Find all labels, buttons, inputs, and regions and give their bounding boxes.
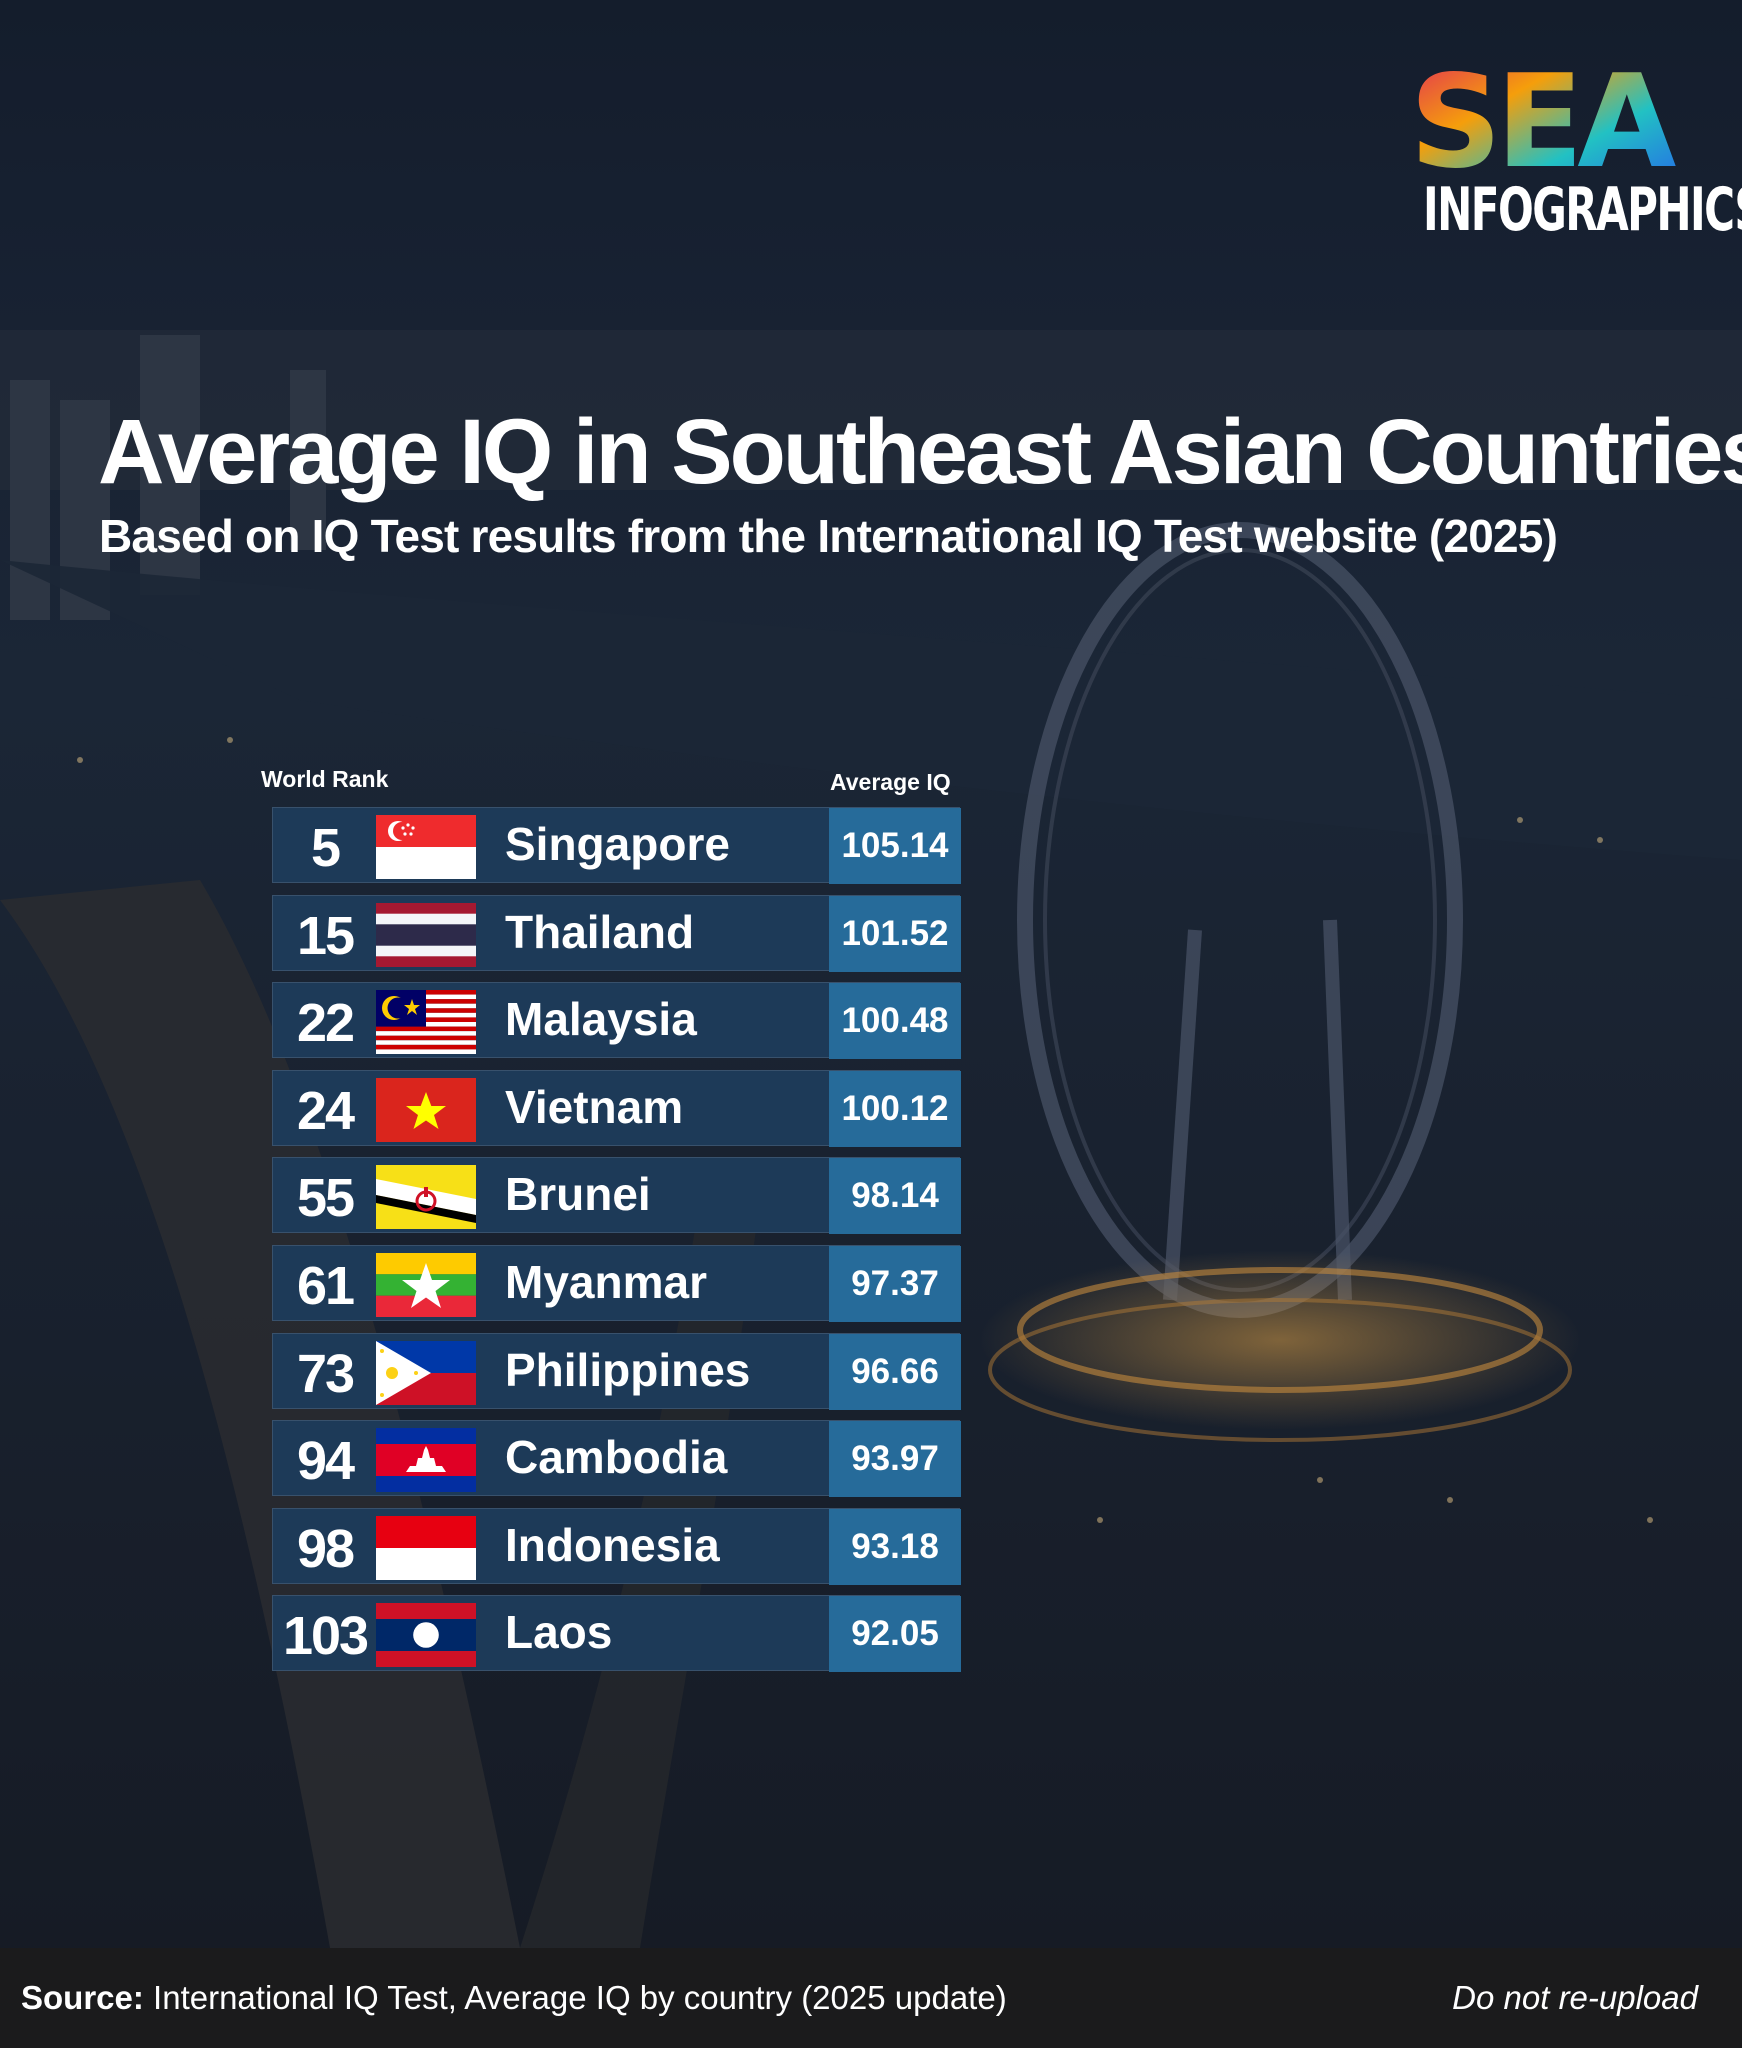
- malaysia-flag-icon: [376, 990, 476, 1055]
- country-name: Singapore: [505, 818, 730, 870]
- page-subtitle: Based on IQ Test results from the Intern…: [99, 510, 1558, 562]
- logo-word: SEA: [1410, 62, 1677, 172]
- world-rank: 15: [296, 905, 355, 966]
- table-row: 73 Philippines 96.66: [272, 1332, 961, 1410]
- country-name: Brunei: [505, 1168, 651, 1221]
- table-row: 61 Myanmar 97.37: [272, 1245, 961, 1322]
- country-name: Myanmar: [505, 1256, 707, 1308]
- average-iq-value: 101.52: [829, 895, 961, 972]
- country-name: Thailand: [505, 905, 695, 958]
- cambodia-flag-icon: [376, 1428, 476, 1493]
- indonesia-flag-icon: [376, 1515, 476, 1580]
- country-name: Philippines: [505, 1343, 751, 1396]
- average-iq-value: 96.66: [829, 1333, 961, 1410]
- world-rank: 103: [282, 1606, 369, 1667]
- sea-logo-icon: SEA: [1410, 62, 1683, 172]
- logo-subtitle: INFOGRAPHICS: [1423, 175, 1742, 245]
- column-header-average-iq: Average IQ: [830, 769, 951, 795]
- table-row: 22 Malaysia 100.48: [272, 982, 961, 1060]
- source-text: International IQ Test, Average IQ by cou…: [153, 1979, 1007, 2016]
- average-iq-value: 93.97: [829, 1421, 961, 1498]
- country-name: Cambodia: [505, 1431, 728, 1484]
- world-rank: 24: [296, 1080, 355, 1141]
- source-line: Source: International IQ Test, Average I…: [21, 1978, 1007, 2018]
- world-rank: 61: [296, 1256, 355, 1316]
- world-rank: 98: [296, 1518, 355, 1579]
- average-iq-value: 98.14: [829, 1158, 961, 1235]
- column-header-rank: World Rank: [261, 766, 389, 792]
- country-name: Malaysia: [505, 993, 697, 1046]
- reupload-note: Do not re-upload: [1452, 1979, 1698, 2016]
- world-rank: 94: [296, 1431, 355, 1492]
- footer-bar: Source: International IQ Test, Average I…: [0, 1948, 1742, 2048]
- table-row: 98 Indonesia 93.18: [272, 1507, 961, 1585]
- source-label: Source:: [21, 1979, 144, 2016]
- average-iq-value: 100.48: [829, 983, 961, 1060]
- page-title: Average IQ in Southeast Asian Countries: [98, 401, 1742, 503]
- table-row: 5 Singapore 105.14: [272, 807, 961, 884]
- thailand-flag-icon: [376, 902, 476, 967]
- vietnam-flag-icon: [376, 1077, 476, 1142]
- table-row: 24 Vietnam 100.12: [272, 1069, 961, 1147]
- world-rank: 55: [296, 1168, 355, 1229]
- country-name: Vietnam: [505, 1080, 684, 1133]
- average-iq-value: 105.14: [829, 808, 961, 884]
- country-name: Indonesia: [505, 1518, 720, 1571]
- country-name: Laos: [505, 1606, 613, 1659]
- singapore-flag-icon: [376, 815, 476, 879]
- table-row: 94 Cambodia 93.97: [272, 1420, 961, 1498]
- average-iq-value: 92.05: [829, 1596, 961, 1673]
- world-rank: 22: [296, 993, 355, 1054]
- philippines-flag-icon: [376, 1340, 476, 1405]
- table-row: 103 Laos 92.05: [272, 1595, 961, 1673]
- table-row: 15 Thailand 101.52: [272, 894, 961, 972]
- laos-flag-icon: [376, 1603, 476, 1668]
- sea-infographics-logo: SEA INFOGRAPHICS: [1390, 62, 1742, 245]
- world-rank: 73: [296, 1343, 355, 1404]
- brunei-flag-icon: [376, 1165, 476, 1230]
- average-iq-value: 93.18: [829, 1508, 961, 1585]
- myanmar-flag-icon: [376, 1253, 476, 1317]
- average-iq-value: 100.12: [829, 1070, 961, 1147]
- world-rank: 5: [310, 818, 341, 878]
- average-iq-value: 97.37: [829, 1246, 961, 1322]
- table-row: 55 Brunei 98.14: [272, 1157, 961, 1235]
